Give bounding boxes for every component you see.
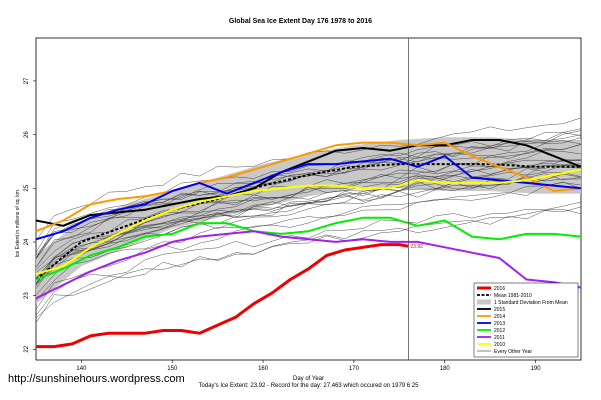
legend-label: Mean 1981-2010 (494, 293, 532, 299)
other-year-line (35, 181, 582, 310)
other-years-lines (35, 117, 582, 324)
today-value-label: 23.92 (410, 244, 423, 250)
legend-label: 1 Standard Deviation From Mean (494, 300, 568, 306)
x-tick-label: 150 (167, 366, 178, 372)
x-tick-label: 170 (349, 366, 360, 372)
legend-swatch (477, 299, 491, 305)
series-line-2015 (35, 139, 582, 227)
legend-item: 1 Standard Deviation From Mean (477, 299, 568, 306)
series-line-2012 (35, 216, 582, 281)
legend-item: 2014 (477, 314, 505, 320)
y-tick-label: 25 (24, 184, 30, 191)
series-line-2010 (35, 168, 582, 276)
legend-label: 2012 (494, 328, 505, 334)
chart-title: Global Sea Ice Extent Day 176 1978 to 20… (228, 18, 373, 25)
other-year-line (35, 130, 582, 268)
series-line-2013 (35, 155, 582, 241)
plot-frame (35, 37, 582, 361)
x-axis-label: Day of Year (292, 376, 325, 382)
other-year-line (35, 160, 582, 273)
legend-label: 2016 (494, 286, 505, 292)
x-tick-label: 140 (76, 366, 87, 372)
series-line-mean-1981-2010 (35, 163, 581, 281)
legend-box (473, 282, 579, 358)
y-tick-label: 23 (24, 292, 30, 299)
other-year-line (35, 201, 582, 316)
legend-label: 2013 (494, 321, 505, 327)
series-line-2016 (36, 243, 409, 349)
legend-label: Every Other Year (494, 349, 532, 355)
x-tick-label: 190 (531, 366, 542, 372)
legend-item: Every Other Year (477, 349, 532, 355)
axes: 23.92 140 150 160 170 180 190 22 23 24 25 26 27 (24, 38, 541, 372)
y-tick-label: 22 (24, 345, 30, 352)
legend-label: 2014 (494, 314, 505, 320)
y-tick-label: 26 (24, 131, 30, 138)
legend-item: 2016 (477, 286, 505, 292)
y-tick-label: 27 (24, 77, 30, 84)
other-year-line (35, 162, 582, 285)
other-year-line (35, 173, 582, 296)
footer-record-text: Today's Ice Extent: 23.92 - Record for t… (198, 383, 419, 389)
series-line-2011 (35, 230, 582, 300)
other-year-line (35, 132, 582, 253)
legend-item: Mean 1981-2010 (477, 293, 532, 299)
series-lines (35, 139, 582, 349)
legend-item: 2011 (477, 335, 505, 341)
legend-label: 2010 (494, 342, 505, 348)
watermark-url: http://sunshinehours.wordpress.com (8, 373, 185, 385)
legend-item: 2010 (477, 342, 505, 348)
other-year-line (35, 165, 582, 284)
legend-label: 2011 (494, 335, 505, 341)
y-tick-label: 24 (24, 238, 30, 245)
legend-item: 2015 (477, 307, 505, 313)
x-tick-label: 160 (258, 366, 269, 372)
other-year-line (35, 182, 582, 301)
other-year-line (35, 206, 582, 318)
other-year-line (35, 165, 581, 289)
x-tick-label: 180 (440, 366, 451, 372)
y-axis-label: Ice Extent in millions of sq. km. (15, 188, 21, 258)
other-year-line (35, 143, 582, 284)
series-line-2014 (35, 141, 582, 233)
legend-item: 2012 (477, 328, 505, 334)
legend-label: 2015 (494, 307, 505, 313)
legend-item: 2013 (477, 321, 505, 327)
